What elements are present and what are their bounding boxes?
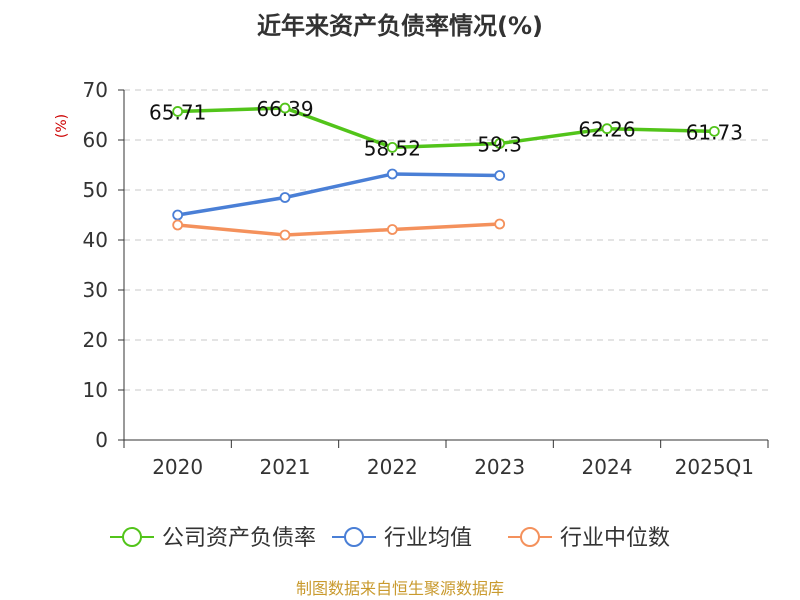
data-point [601, 123, 613, 135]
data-point [172, 209, 184, 221]
data-label: 59.3 [477, 133, 522, 157]
x-tick-label: 2024 [582, 455, 633, 479]
legend-marker-icon [344, 527, 364, 547]
chart-title: 近年来资产负债率情况(%) [257, 12, 543, 40]
legend-label: 公司资产负债率 [162, 526, 316, 551]
x-tick-label: 2023 [474, 455, 525, 479]
data-label: 61.73 [686, 120, 743, 144]
legend-label: 行业中位数 [560, 526, 670, 551]
legend-marker-icon [520, 527, 540, 547]
data-point [708, 125, 720, 137]
x-tick-label: 2022 [367, 455, 418, 479]
series-line [177, 222, 500, 237]
x-tick-label: 2020 [152, 455, 203, 479]
legend-item: 行业中位数 [508, 526, 670, 551]
legend-item: 公司资产负债率 [110, 526, 316, 551]
axes: 0 10 20 30 40 50 60 70 2020 2021 2022 2023 2024 2025Q… [83, 78, 769, 479]
data-point [386, 141, 398, 153]
y-tick-label: 30 [83, 278, 108, 302]
y-tick-label: 0 [95, 428, 108, 452]
series-group [172, 168, 506, 221]
y-tick-label: 20 [83, 328, 108, 352]
x-tick-label: 2021 [260, 455, 311, 479]
y-tick-label: 50 [83, 178, 108, 202]
grid [124, 89, 768, 391]
data-point [386, 168, 398, 180]
legend: 公司资产负债率 行业均值 行业中位数 [110, 526, 670, 551]
legend-item: 行业均值 [332, 526, 472, 551]
legend-label: 行业均值 [384, 526, 472, 551]
data-point [172, 219, 184, 231]
data-point [279, 192, 291, 203]
data-point [279, 102, 291, 114]
data-point [494, 170, 506, 181]
data-label: 58.52 [364, 136, 421, 160]
data-label: 66.39 [256, 97, 313, 121]
series-line [177, 172, 500, 217]
y-axis-unit: (%) [54, 114, 70, 138]
y-tick-label: 60 [83, 128, 108, 152]
source-note: 制图数据来自恒生聚源数据库 [296, 579, 504, 598]
data-point [386, 224, 398, 235]
y-tick-label: 40 [83, 228, 108, 252]
series: 65.71 66.39 58.52 59.3 62.26 61.73 [149, 97, 743, 241]
series-group [172, 218, 506, 241]
y-tick-label: 10 [83, 378, 108, 402]
data-point [279, 229, 291, 241]
x-tick-label: 2025Q1 [675, 455, 754, 479]
y-tick-label: 70 [83, 78, 108, 102]
legend-marker-icon [122, 527, 142, 547]
data-label: 62.26 [578, 118, 635, 142]
series-group: 65.71 66.39 58.52 59.3 62.26 61.73 [149, 97, 743, 160]
data-label: 65.71 [149, 100, 206, 124]
data-point [494, 218, 506, 230]
data-point [172, 106, 184, 117]
series-line [177, 106, 715, 150]
data-point [494, 138, 506, 149]
